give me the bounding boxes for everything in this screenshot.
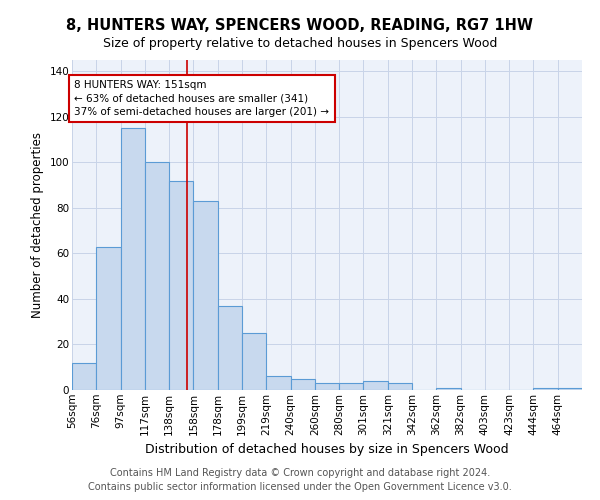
Bar [364, 381, 388, 390]
Bar [121, 128, 145, 390]
Bar [533, 388, 558, 390]
X-axis label: Distribution of detached houses by size in Spencers Wood: Distribution of detached houses by size … [145, 443, 509, 456]
Bar [218, 306, 242, 390]
Y-axis label: Number of detached properties: Number of detached properties [31, 132, 44, 318]
Bar [193, 201, 218, 390]
Bar [388, 383, 412, 390]
Bar [242, 333, 266, 390]
Bar [96, 246, 121, 390]
Bar [72, 362, 96, 390]
Bar [169, 180, 193, 390]
Bar [290, 378, 315, 390]
Bar [145, 162, 169, 390]
Text: Contains HM Land Registry data © Crown copyright and database right 2024.
Contai: Contains HM Land Registry data © Crown c… [88, 468, 512, 492]
Bar [339, 383, 364, 390]
Text: 8, HUNTERS WAY, SPENCERS WOOD, READING, RG7 1HW: 8, HUNTERS WAY, SPENCERS WOOD, READING, … [67, 18, 533, 32]
Bar [315, 383, 339, 390]
Bar [558, 388, 582, 390]
Bar [436, 388, 461, 390]
Bar [266, 376, 290, 390]
Text: 8 HUNTERS WAY: 151sqm
← 63% of detached houses are smaller (341)
37% of semi-det: 8 HUNTERS WAY: 151sqm ← 63% of detached … [74, 80, 329, 117]
Text: Size of property relative to detached houses in Spencers Wood: Size of property relative to detached ho… [103, 38, 497, 51]
